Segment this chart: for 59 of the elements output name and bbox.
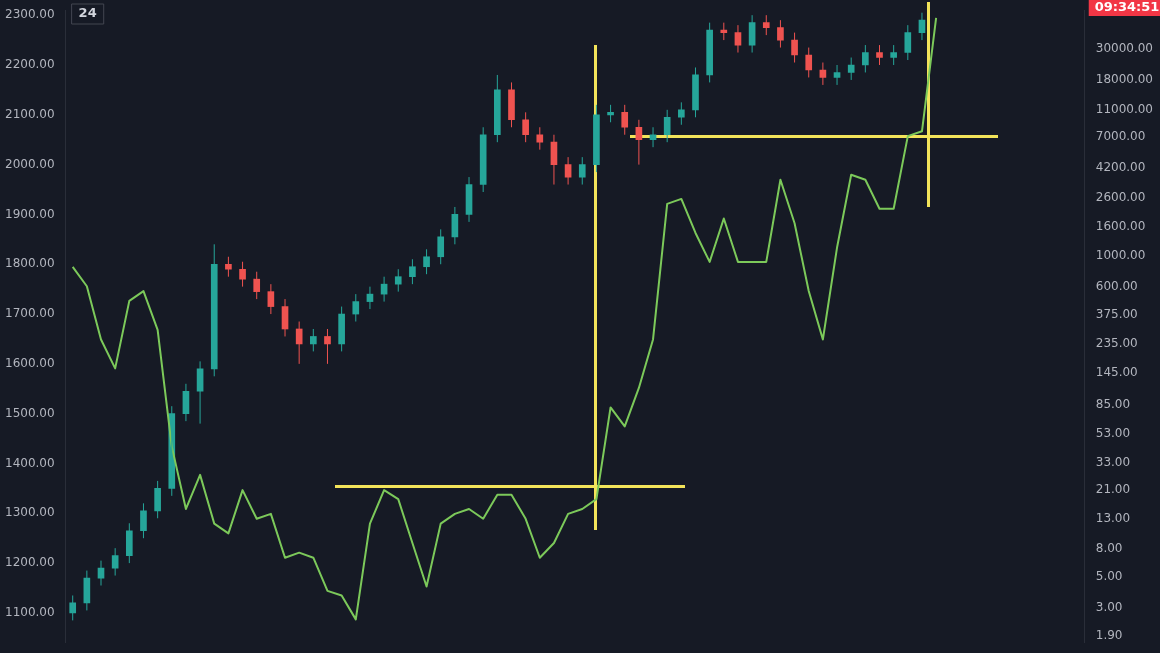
y2-tick-label: 145.00: [1095, 364, 1138, 379]
y-tick-label: 2100.00: [5, 106, 55, 121]
candlestick: [621, 104, 629, 136]
y2-tick-label: 30000.00: [1095, 41, 1154, 56]
y2-tick-label: 21.00: [1095, 482, 1131, 497]
y2-tick-label: 375.00: [1095, 307, 1138, 322]
y2-tick-label: 4200.00: [1095, 160, 1146, 175]
candlestick: [140, 502, 147, 539]
y2-tick-label: 1.90: [1095, 628, 1123, 643]
y2-tick-label: 11000.00: [1095, 102, 1154, 117]
candlestick: [876, 44, 883, 66]
y2-tick-label: 235.00: [1095, 335, 1138, 350]
y-tick-label: 1100.00: [5, 605, 55, 620]
candlestick: [678, 101, 685, 126]
y-tick-label: 1600.00: [5, 355, 55, 370]
candlestick: [862, 44, 869, 73]
y2-tick-label: 7000.00: [1095, 129, 1146, 144]
y-tick-label: 1900.00: [5, 206, 55, 221]
candlestick: [890, 44, 897, 66]
candlestick: [352, 293, 360, 323]
y2-tick-label: 53.00: [1095, 426, 1131, 441]
candlestick: [253, 271, 261, 300]
y-tick-label: 2000.00: [5, 156, 55, 171]
y2-tick-label: 33.00: [1095, 454, 1131, 469]
y2-tick-label: 2600.00: [1095, 189, 1146, 204]
candlestick: [154, 480, 161, 519]
candlestick: [593, 104, 600, 173]
candlestick: [225, 256, 232, 278]
y2-tick-label: 3.00: [1095, 600, 1123, 615]
candlestick: [239, 261, 246, 288]
candlestick: [762, 14, 770, 36]
candlestick: [125, 522, 133, 564]
candlestick: [423, 248, 430, 275]
y-tick-label: 1800.00: [5, 256, 55, 271]
y-tick-label: 1700.00: [5, 306, 55, 321]
annotation: 24: [78, 5, 97, 21]
y-tick-label: 2200.00: [5, 57, 55, 72]
y-tick-label: 2300.00: [5, 7, 55, 22]
y2-tick-label: 1600.00: [1095, 219, 1146, 234]
y2-tick-label: 1000.00: [1095, 247, 1146, 262]
y-tick-label: 1500.00: [5, 405, 55, 420]
y2-tick-label: 18000.00: [1095, 72, 1154, 87]
y2-tick-label: 85.00: [1095, 397, 1131, 412]
y2-tick-label: 8.00: [1095, 540, 1123, 555]
candlestick: [777, 19, 784, 49]
y2-tick-label: 13.00: [1095, 511, 1131, 526]
candlestick: [578, 156, 586, 186]
y-tick-label: 1300.00: [5, 505, 55, 520]
candlestick: [210, 243, 218, 377]
y2-tick-label: 5.00: [1095, 569, 1123, 584]
candlestick: [904, 24, 912, 61]
y2-tick-label: 600.00: [1095, 278, 1138, 293]
candlestick: [522, 111, 529, 143]
candlestick: [409, 258, 416, 285]
candlestick: [536, 126, 544, 151]
y-tick-label: 1400.00: [5, 455, 55, 470]
candlestick: [479, 126, 487, 193]
text: 09:34:51: [1094, 0, 1160, 15]
y-tick-label: 1200.00: [5, 555, 55, 570]
